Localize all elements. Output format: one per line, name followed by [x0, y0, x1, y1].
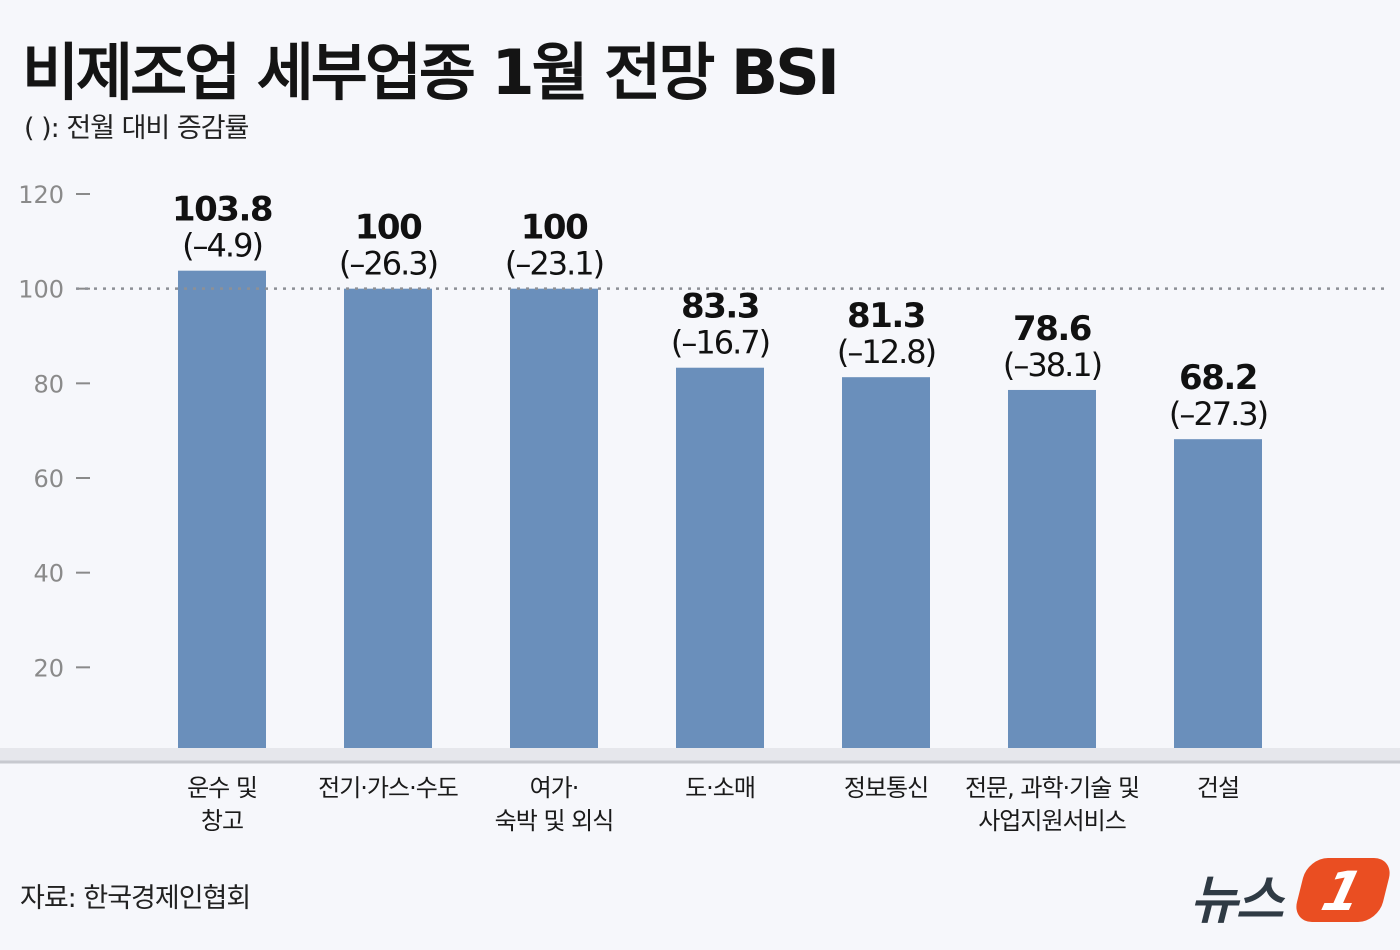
data-label-value: 83.3: [681, 287, 759, 327]
baseline-shadow: [0, 748, 1400, 762]
x-category-label: 운수 및: [187, 774, 257, 802]
bar: [510, 288, 598, 762]
bar: [676, 367, 764, 762]
bar: [842, 377, 930, 762]
source-note: 자료: 한국경제인협회: [20, 883, 251, 914]
logo-badge-icon: 1: [1292, 858, 1394, 923]
x-category-label: 숙박 및 외식: [495, 807, 614, 835]
data-label-value: 78.6: [1013, 309, 1091, 349]
y-tick-label: 60: [33, 465, 64, 493]
y-tick-label: 120: [18, 181, 64, 209]
bar: [344, 288, 432, 762]
chart-title: 비제조업 세부업종 1월 전망 BSI: [22, 36, 840, 109]
data-label-change: (–23.1): [505, 245, 603, 283]
data-label-change: (–16.7): [671, 324, 769, 362]
x-category-label: 도·소매: [685, 774, 755, 802]
news1-logo: 뉴스 1: [1190, 852, 1394, 932]
data-label-change: (–12.8): [837, 333, 935, 371]
bar: [1174, 439, 1262, 762]
data-label-change: (–4.9): [182, 227, 262, 265]
y-tick-label: 40: [33, 560, 64, 588]
x-category-label: 전문, 과학·기술 및: [965, 774, 1139, 802]
data-label-change: (–27.3): [1169, 395, 1267, 433]
data-label-value: 81.3: [847, 296, 925, 336]
logo-text: 뉴스: [1190, 871, 1284, 931]
bar: [1008, 389, 1096, 762]
x-category-label: 건설: [1197, 774, 1239, 802]
y-tick-label: 20: [33, 654, 64, 682]
logo-badge-text: 1: [1315, 860, 1370, 923]
y-tick-label: 80: [33, 370, 64, 398]
x-category-label: 전기·가스·수도: [318, 774, 458, 802]
data-label-value: 103.8: [172, 190, 272, 230]
x-category-label: 정보통신: [844, 774, 928, 802]
data-label-value: 100: [521, 208, 588, 248]
data-label-value: 68.2: [1179, 358, 1257, 398]
data-label-change: (–38.1): [1003, 346, 1101, 384]
x-category-label: 여가·: [530, 774, 579, 802]
x-category-label: 창고: [201, 807, 243, 835]
y-tick-label: 100: [18, 276, 64, 304]
chart-subtitle: ( ): 전월 대비 증감률: [24, 113, 249, 144]
data-label-value: 100: [355, 208, 422, 248]
x-category-label: 사업지원서비스: [978, 807, 1126, 835]
bar: [178, 270, 266, 762]
data-label-change: (–26.3): [339, 245, 437, 283]
